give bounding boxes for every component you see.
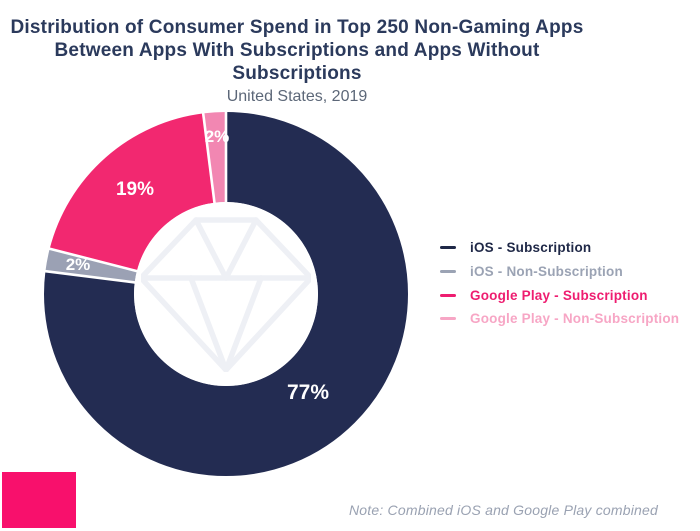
footnote: Note: Combined iOS and Google Play combi… xyxy=(349,502,658,518)
legend-item-ios-subscription: iOS - Subscription xyxy=(440,240,679,255)
slice-value-label-ios-non-subscription: 2% xyxy=(65,255,91,274)
chart-title-line-1: Distribution of Consumer Spend in Top 25… xyxy=(10,17,584,38)
legend-dash-icon xyxy=(440,317,456,321)
chart-subtitle: United States, 2019 xyxy=(226,88,368,105)
gem-watermark-icon xyxy=(141,217,311,372)
legend-dash-icon xyxy=(440,269,456,273)
legend-item-ios-non-subscription: iOS - Non-Subscription xyxy=(440,264,679,279)
donut-rings xyxy=(44,112,408,476)
legend-label: iOS - Non-Subscription xyxy=(470,263,623,279)
chart-legend: iOS - Subscription iOS - Non-Subscriptio… xyxy=(440,240,679,335)
slice-value-label-google-play-non-subscription: 2% xyxy=(204,127,230,146)
legend-label: Google Play - Subscription xyxy=(470,287,648,303)
legend-item-google-play-subscription: Google Play - Subscription xyxy=(440,288,679,303)
donut-chart: 77% 2% 19% 2% xyxy=(44,112,408,476)
brand-accent-square xyxy=(2,472,76,528)
chart-title-block: Distribution of Consumer Spend in Top 25… xyxy=(0,16,594,108)
legend-dash-icon xyxy=(440,293,456,297)
legend-label: iOS - Subscription xyxy=(470,240,592,255)
legend-dash-icon xyxy=(440,246,456,249)
legend-item-google-play-non-subscription: Google Play - Non-Subscription xyxy=(440,311,679,326)
legend-label: Google Play - Non-Subscription xyxy=(470,311,680,327)
slice-value-label-ios-subscription: 77% xyxy=(286,381,330,404)
slice-value-label-google-play-subscription: 19% xyxy=(115,179,155,200)
chart-title-line-2: Between Apps With Subscriptions and Apps… xyxy=(54,40,540,84)
